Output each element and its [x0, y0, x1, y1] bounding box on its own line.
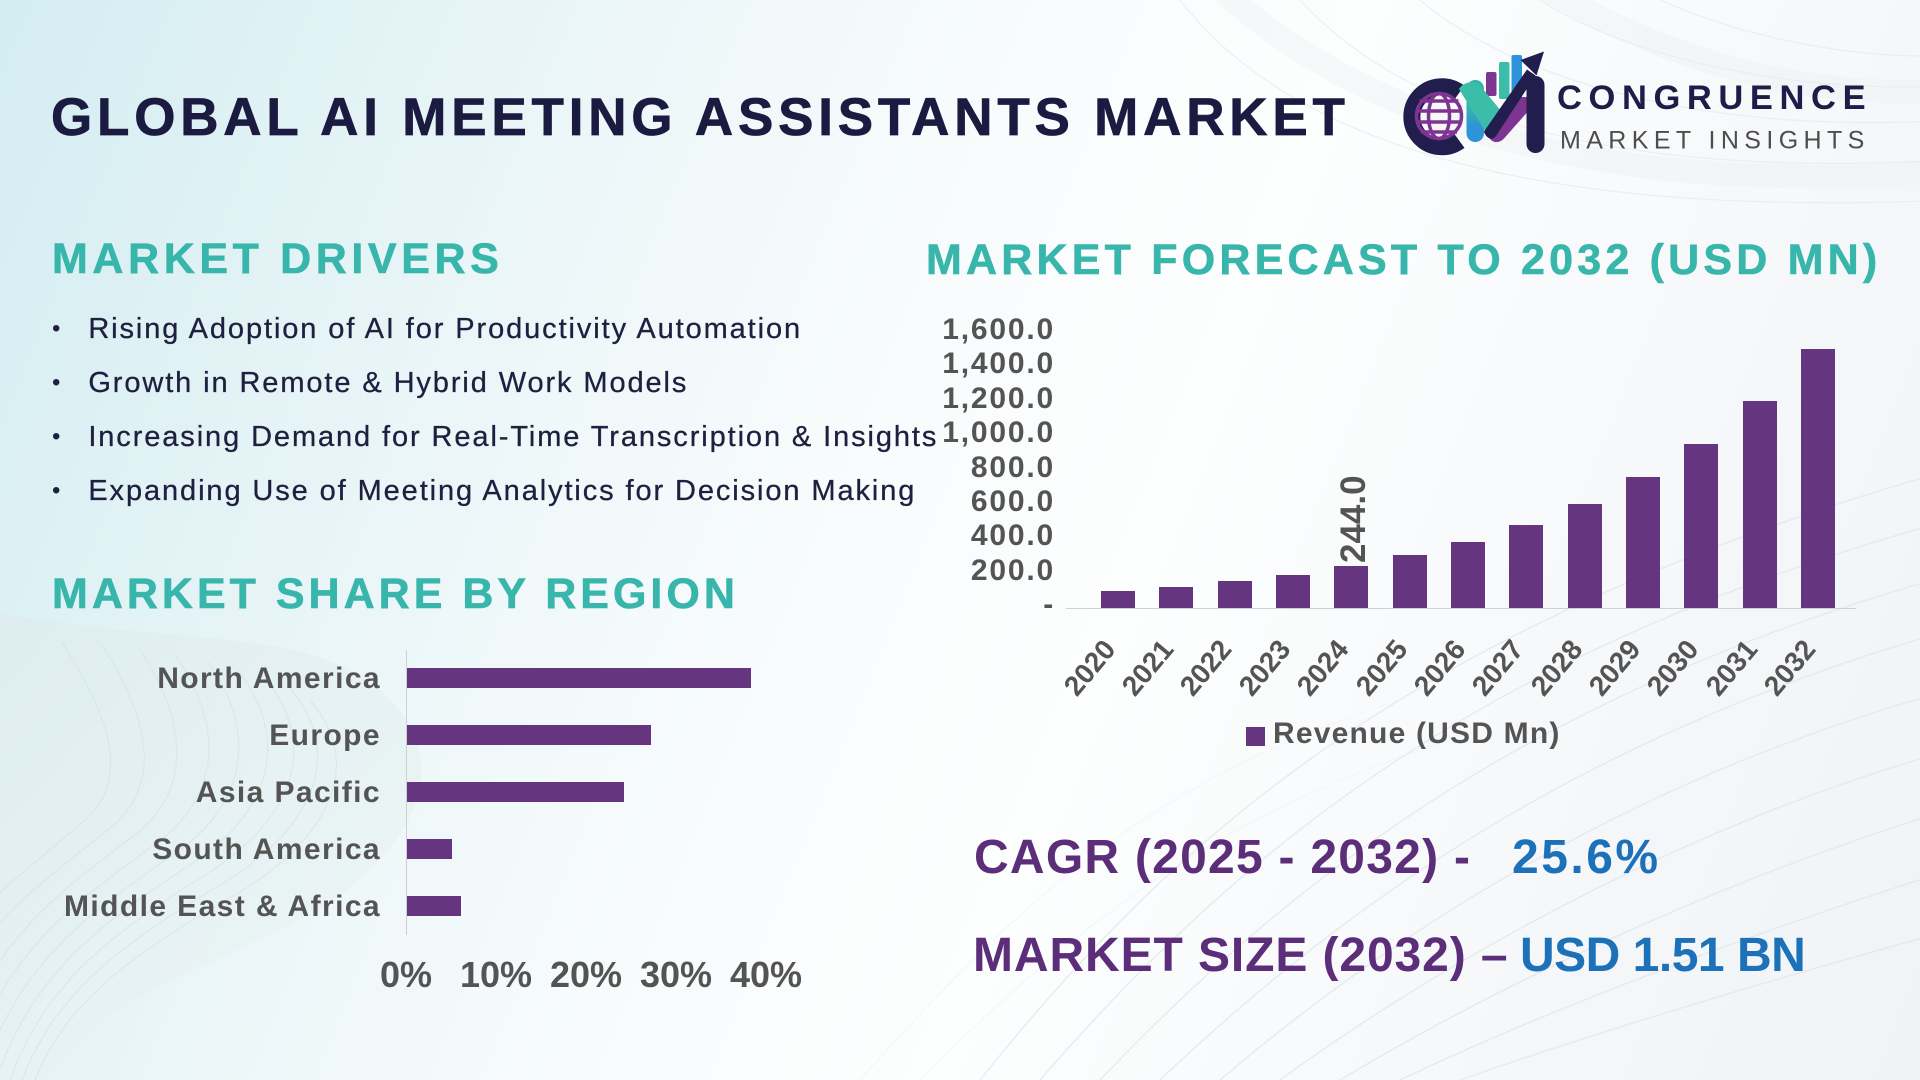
svg-text:CONGRUENCE: CONGRUENCE — [1557, 79, 1872, 117]
svg-text:MARKET INSIGHTS: MARKET INSIGHTS — [1560, 127, 1870, 155]
